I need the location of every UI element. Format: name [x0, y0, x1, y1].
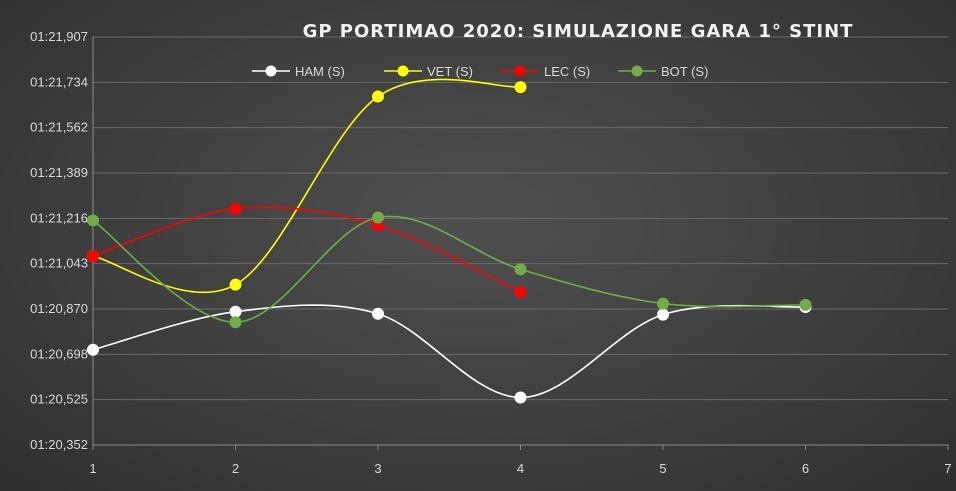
legend-marker-bot [631, 65, 643, 77]
y-tick-label: 01:21,043 [30, 256, 88, 271]
data-point-vet [229, 278, 242, 291]
legend-marker-lec [514, 65, 526, 77]
series-line-ham [92, 304, 806, 399]
axes [92, 37, 949, 450]
legend-label-vet: VET (S) [427, 64, 473, 79]
x-tick-label: 3 [374, 461, 381, 476]
y-tick-label: 01:20,870 [30, 301, 88, 316]
x-tick-label: 6 [802, 461, 809, 476]
y-tick-label: 01:21,734 [30, 74, 88, 89]
y-tick-label: 01:20,525 [30, 392, 88, 407]
chart-title: GP PORTIMAO 2020: SIMULAZIONE GARA 1° ST… [303, 21, 854, 42]
data-point-lec [229, 202, 242, 215]
series-line-bot [92, 215, 806, 324]
legend-marker-vet [397, 65, 409, 77]
y-axis-tick-labels: 01:20,352 01:20,525 01:20,698 01:20,870 01:2… [30, 29, 88, 452]
data-point-lec [514, 286, 527, 299]
data-point-ham [372, 307, 384, 320]
data-point-bot [87, 214, 99, 227]
y-tick-label: 01:21,389 [30, 165, 88, 180]
data-point-bot [372, 211, 384, 224]
x-tick-label: 7 [944, 461, 951, 476]
y-tick-label: 01:21,907 [30, 29, 88, 44]
data-point-vet [514, 81, 527, 94]
data-point-bot [799, 298, 812, 311]
data-point-lec [87, 250, 99, 263]
series-bot [87, 211, 812, 329]
y-tick-label: 01:20,352 [30, 437, 88, 452]
series-line-lec [92, 206, 521, 294]
data-point-ham [229, 305, 242, 318]
legend-entry-lec: LEC (S) [501, 64, 590, 79]
data-point-ham [514, 391, 527, 404]
series-lec [87, 202, 527, 299]
data-point-bot [229, 316, 242, 329]
series-ham [87, 300, 812, 404]
data-point-ham [657, 308, 669, 321]
legend-entry-vet: VET (S) [384, 64, 473, 79]
series-line-vet [92, 78, 521, 294]
y-tick-label: 01:21,562 [30, 120, 88, 135]
legend-label-ham: HAM (S) [295, 64, 345, 79]
data-point-bot [514, 263, 527, 276]
legend-entry-ham: HAM (S) [252, 64, 345, 79]
data-point-vet [372, 90, 384, 103]
series-layer [87, 78, 812, 404]
x-axis-tick-labels: 1 2 3 4 5 6 7 [89, 461, 951, 476]
legend-marker-ham [265, 65, 277, 77]
legend-label-lec: LEC (S) [544, 64, 590, 79]
legend: HAM (S) VET (S) LEC (S) BOT (S) [252, 64, 708, 79]
x-tick-label: 4 [517, 461, 524, 476]
y-tick-label: 01:20,698 [30, 346, 88, 361]
legend-entry-bot: BOT (S) [618, 64, 708, 79]
y-tick-label: 01:21,216 [30, 210, 88, 225]
data-point-bot [657, 297, 669, 310]
data-point-ham [87, 343, 99, 356]
x-tick-label: 5 [659, 461, 666, 476]
x-tick-label: 2 [232, 461, 239, 476]
legend-label-bot: BOT (S) [661, 64, 708, 79]
x-tick-label: 1 [89, 461, 96, 476]
